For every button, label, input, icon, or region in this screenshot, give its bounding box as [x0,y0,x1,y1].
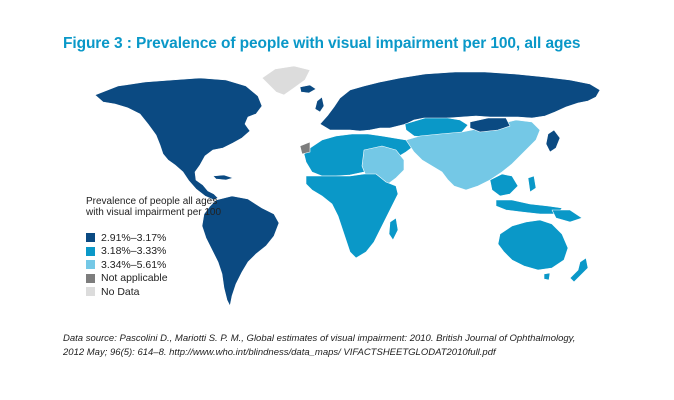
legend-swatch [86,287,95,296]
iceland [299,84,317,94]
legend-item: Not applicable [86,272,226,285]
figure-title: Figure 3 : Prevalence of people with vis… [63,35,581,52]
legend-item: 3.18%–3.33% [86,245,226,258]
sub-saharan-africa [305,173,399,259]
legend-label: No Data [101,285,140,298]
papua [551,209,583,223]
europe-russia [319,71,601,132]
tasmania [543,272,551,281]
greenland [261,65,311,96]
madagascar [388,217,399,241]
mongolia [469,117,511,133]
caribbean [212,174,234,181]
legend-item: 2.91%–3.17% [86,231,226,244]
legend-label: 3.18%–3.33% [101,245,167,257]
legend-swatch [86,273,95,283]
indonesia [495,199,563,215]
legend-title: Prevalence of people all ages with visua… [86,196,222,218]
legend-label: Not applicable [101,272,168,284]
legend-item: 3.34%–5.61% [86,258,226,271]
uk [314,96,325,113]
western-sahara [299,141,311,155]
new-zealand [569,257,589,283]
legend-item: No Data [86,285,226,298]
legend-swatch [86,233,95,242]
legend-label: 3.34%–5.61% [101,258,167,271]
philippines [527,175,537,193]
legend-swatch [86,246,95,256]
north-america [94,77,263,201]
data-source-note: Data source: Pascolini D., Mariotti S. P… [63,333,576,358]
map-legend: Prevalence of people all ages with visua… [86,196,226,299]
southeast-asia [489,173,519,197]
legend-swatch [86,260,95,269]
japan [545,129,561,153]
australia [497,219,569,271]
legend-label: 2.91%–3.17% [101,231,167,244]
south-america [201,195,280,307]
